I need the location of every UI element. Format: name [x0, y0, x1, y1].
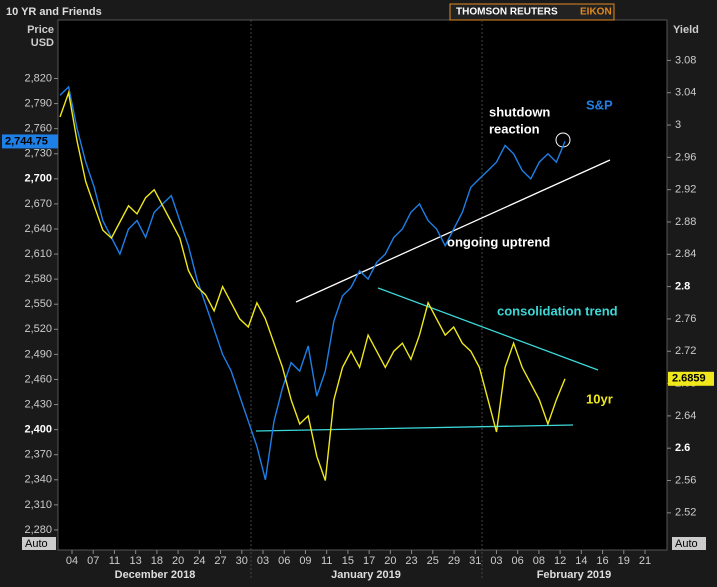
auto-button[interactable] [22, 537, 56, 550]
annotation: reaction [489, 121, 540, 136]
x-tick-label: 30 [236, 555, 248, 567]
consolidation-bottom [255, 424, 574, 432]
y2-tick-label: 3 [675, 119, 681, 131]
y-tick-label: 2,430 [24, 398, 52, 410]
x-tick-label: 03 [490, 555, 502, 567]
x-tick-label: 06 [512, 555, 524, 567]
x-tick-label: 12 [554, 555, 566, 567]
x-tick-label: 16 [596, 555, 608, 567]
consolidation-top [377, 287, 599, 371]
y2-tick-label: 2.92 [675, 184, 696, 196]
x-tick-label: 24 [193, 555, 205, 567]
y2-tick-label: 3.08 [675, 54, 696, 66]
annotation: ongoing uptrend [447, 234, 550, 249]
y-tick-label: 2,400 [24, 424, 52, 436]
auto-label[interactable]: Auto [675, 538, 698, 550]
month-label: December 2018 [115, 569, 196, 581]
y-tick-label: 2,760 [24, 123, 52, 135]
chart-title: 10 YR and Friends [6, 6, 102, 18]
x-tick-label: 07 [87, 555, 99, 567]
brand-accent: EIKON [580, 7, 612, 18]
y2-tick-label: 2.52 [675, 507, 696, 519]
y-tick-label: 2,670 [24, 198, 52, 210]
x-tick-label: 31 [469, 555, 481, 567]
y2-tick-label: 3.04 [675, 87, 696, 99]
y2-tick-label: 2.88 [675, 216, 696, 228]
y-tick-label: 2,580 [24, 273, 52, 285]
annotation: consolidation trend [497, 303, 618, 318]
x-tick-label: 19 [618, 555, 630, 567]
x-tick-label: 23 [405, 555, 417, 567]
last-value-box [668, 371, 714, 386]
last-value-label: 2,744.75 [5, 135, 48, 147]
y2-tick-label: 2.76 [675, 313, 696, 325]
y2-tick-label: 2.6 [675, 442, 690, 454]
y-tick-label: 2,730 [24, 148, 52, 160]
y2-tick-label: 2.8 [675, 281, 690, 293]
x-tick-label: 25 [427, 555, 439, 567]
x-tick-label: 04 [66, 555, 78, 567]
x-tick-label: 08 [533, 555, 545, 567]
x-tick-label: 20 [384, 555, 396, 567]
y-axis-label: USD [31, 37, 54, 49]
y-tick-label: 2,640 [24, 223, 52, 235]
x-tick-label: 11 [109, 555, 120, 567]
x-tick-label: 14 [575, 555, 587, 567]
x-tick-label: 17 [363, 555, 375, 567]
y-tick-label: 2,490 [24, 348, 52, 360]
x-tick-label: 15 [342, 555, 354, 567]
y2-tick-label: 2.64 [675, 410, 696, 422]
x-tick-label: 11 [321, 555, 332, 567]
brand-box [449, 3, 615, 21]
y2-tick-label: 2.84 [675, 248, 696, 260]
x-tick-label: 03 [257, 555, 269, 567]
plot-area [57, 19, 668, 551]
legend-label: S&P [586, 97, 613, 112]
y-tick-label: 2,820 [24, 72, 52, 84]
x-tick-label: 29 [448, 555, 460, 567]
legend-label: 10yr [586, 391, 613, 406]
x-tick-label: 27 [214, 555, 226, 567]
auto-button[interactable] [672, 537, 706, 550]
annotation: shutdown [489, 104, 550, 119]
x-tick-label: 20 [172, 555, 184, 567]
y2-tick-label: 2.56 [675, 474, 696, 486]
y-tick-label: 2,370 [24, 449, 52, 461]
y2-tick-label: 2.96 [675, 151, 696, 163]
month-label: January 2019 [331, 569, 401, 581]
auto-label[interactable]: Auto [25, 538, 48, 550]
y-tick-label: 2,550 [24, 298, 52, 310]
y-axis-label: Price [27, 24, 54, 36]
y-tick-label: 2,460 [24, 373, 52, 385]
y2-tick-label: 2.72 [675, 345, 696, 357]
y-tick-label: 2,610 [24, 248, 52, 260]
y-tick-label: 2,790 [24, 98, 52, 110]
y-tick-label: 2,520 [24, 323, 52, 335]
last-value-box [2, 134, 58, 149]
y2-axis-label: Yield [673, 24, 699, 36]
series-line [59, 89, 566, 481]
y-tick-label: 2,280 [24, 524, 52, 536]
x-tick-label: 18 [151, 555, 163, 567]
y-tick-label: 2,310 [24, 499, 52, 511]
month-label: February 2019 [537, 569, 612, 581]
x-tick-label: 21 [639, 555, 651, 567]
x-tick-label: 09 [299, 555, 311, 567]
x-tick-label: 13 [130, 555, 142, 567]
last-value-label: 2.6859 [672, 373, 706, 385]
x-tick-label: 06 [278, 555, 290, 567]
brand: THOMSON REUTERS [456, 7, 558, 18]
y-tick-label: 2,340 [24, 474, 52, 486]
series-line [59, 85, 566, 480]
y-tick-label: 2,700 [24, 173, 52, 185]
